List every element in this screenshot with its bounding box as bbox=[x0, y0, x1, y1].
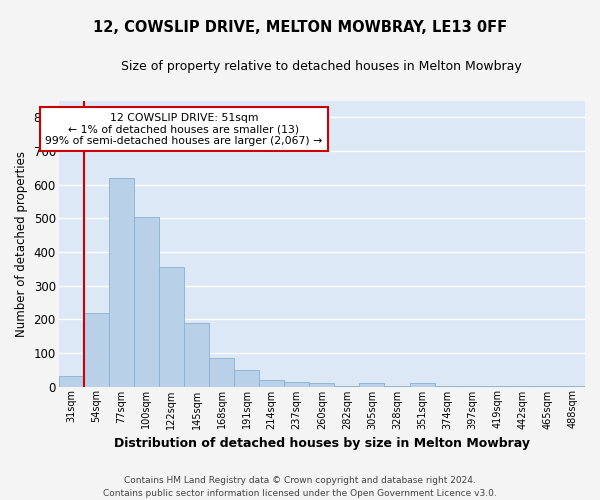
Bar bbox=[410, 383, 434, 386]
Bar bbox=[259, 380, 284, 386]
Text: 12 COWSLIP DRIVE: 51sqm
← 1% of detached houses are smaller (13)
99% of semi-det: 12 COWSLIP DRIVE: 51sqm ← 1% of detached… bbox=[45, 112, 323, 146]
Bar bbox=[59, 376, 83, 386]
Title: Size of property relative to detached houses in Melton Mowbray: Size of property relative to detached ho… bbox=[121, 60, 522, 73]
Bar bbox=[109, 178, 134, 386]
Text: 12, COWSLIP DRIVE, MELTON MOWBRAY, LE13 0FF: 12, COWSLIP DRIVE, MELTON MOWBRAY, LE13 … bbox=[93, 20, 507, 35]
Bar bbox=[234, 370, 259, 386]
Bar bbox=[284, 382, 309, 386]
Bar bbox=[209, 358, 234, 386]
X-axis label: Distribution of detached houses by size in Melton Mowbray: Distribution of detached houses by size … bbox=[114, 437, 530, 450]
Text: Contains HM Land Registry data © Crown copyright and database right 2024.
Contai: Contains HM Land Registry data © Crown c… bbox=[103, 476, 497, 498]
Bar bbox=[159, 267, 184, 386]
Bar bbox=[134, 216, 159, 386]
Bar bbox=[359, 383, 385, 386]
Bar bbox=[83, 312, 109, 386]
Bar bbox=[309, 383, 334, 386]
Y-axis label: Number of detached properties: Number of detached properties bbox=[15, 150, 28, 336]
Bar bbox=[184, 322, 209, 386]
